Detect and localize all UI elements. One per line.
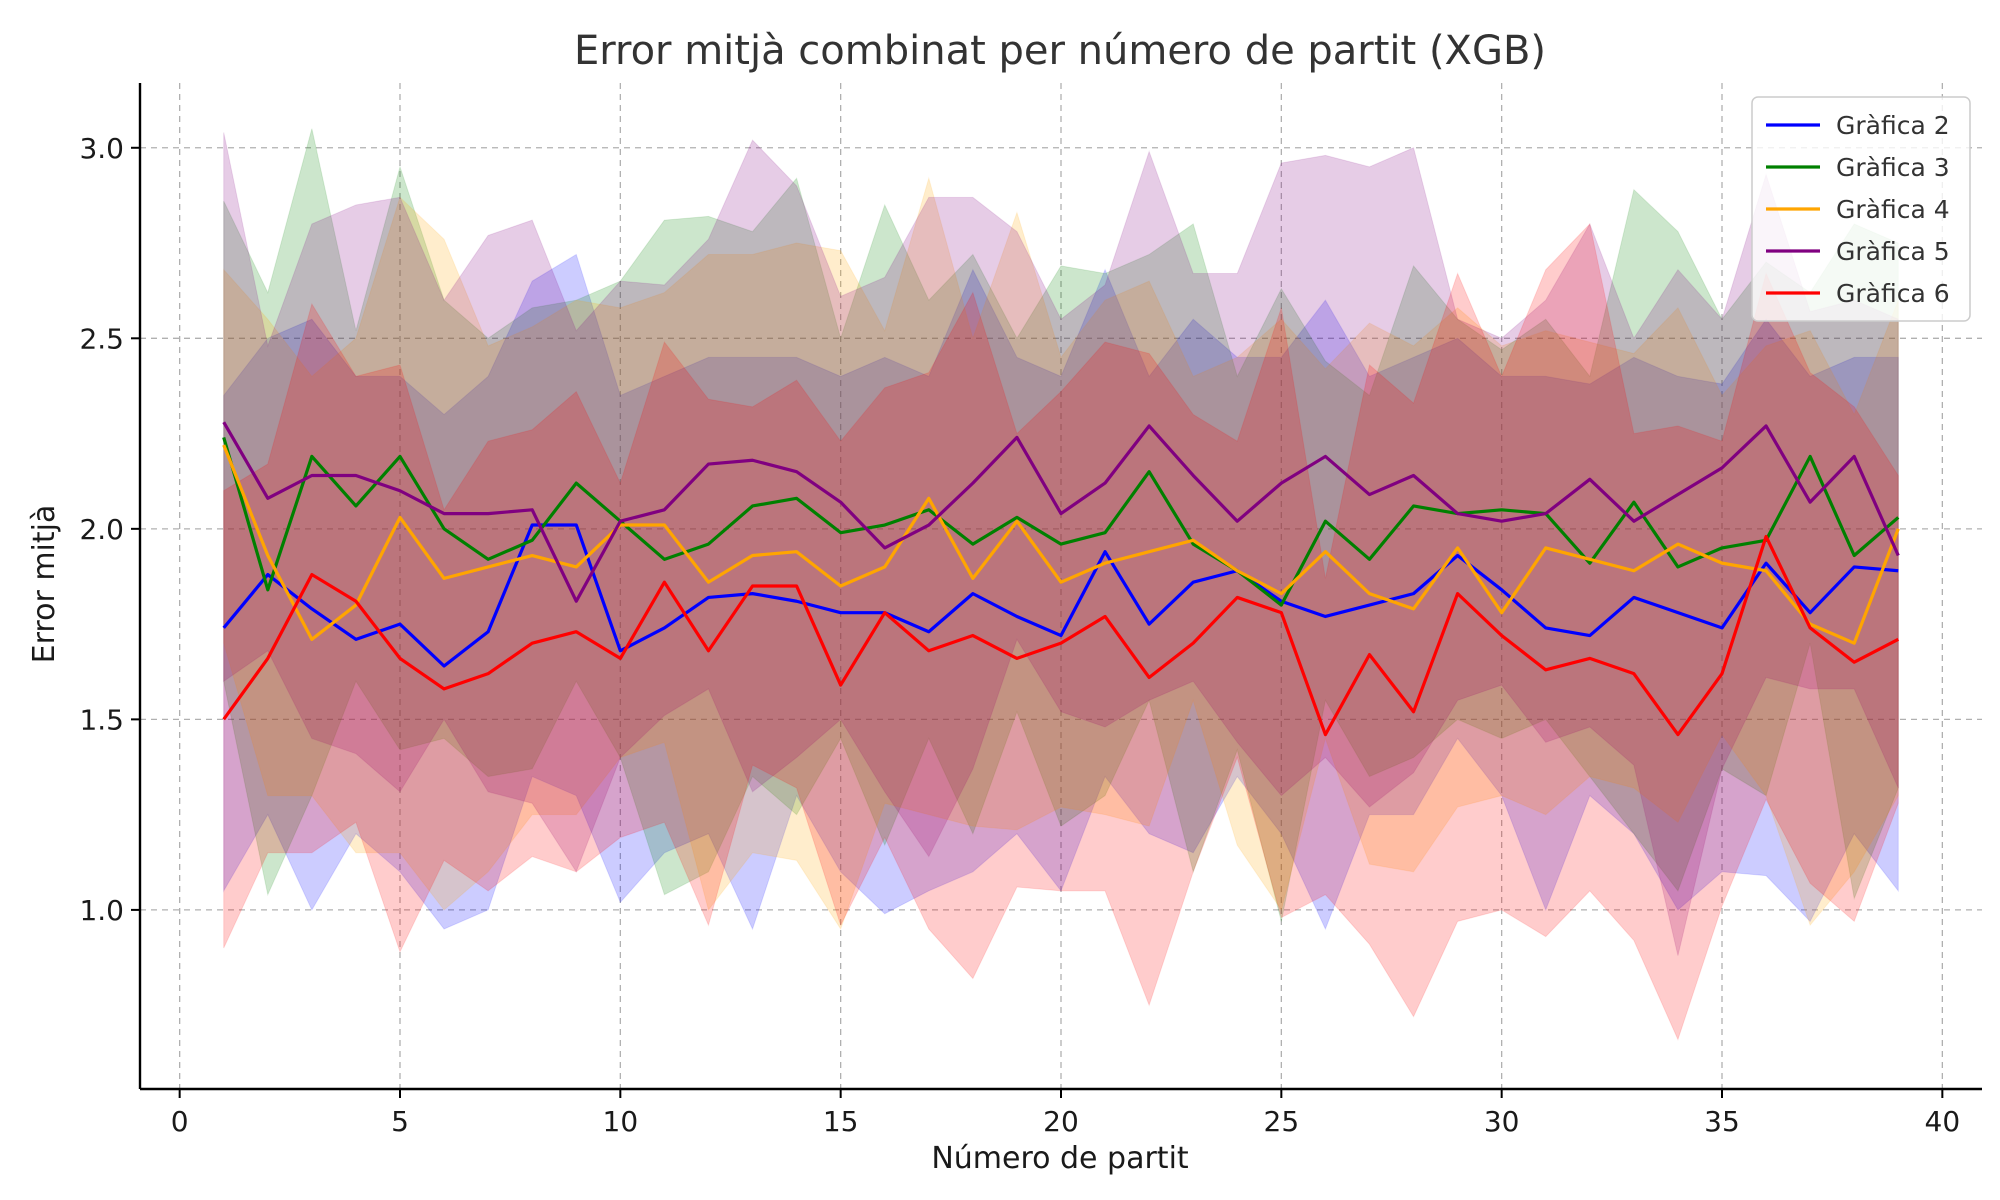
band-series-3 (223, 176, 1899, 931)
legend: Gràfica 2 Gràfica 3 Gràfica 4 Gràfica 5 Gràf… (1751, 96, 1971, 322)
x-tick-label-0: 0 (171, 1105, 189, 1138)
confidence-bands (223, 128, 1899, 1041)
x-tick-label-5: 25 (1264, 1105, 1300, 1138)
line-series-4 (222, 421, 1900, 603)
x-tick-label-2: 10 (603, 1105, 639, 1138)
legend-label-3: Gràfica 4 (1836, 195, 1950, 224)
x-tick-label-1: 5 (391, 1105, 409, 1138)
tick-labels: 0 5 10 15 20 25 30 35 40 1.0 1.5 2.0 2.5 3.0 (79, 132, 1960, 1138)
y-tick-label-2: 2.0 (79, 513, 124, 546)
x-tick-label-8: 40 (1925, 1105, 1961, 1138)
legend-label-1: Gràfica 2 (1836, 111, 1950, 140)
y-tick-label-1: 1.5 (79, 703, 124, 736)
y-tick-label-0: 1.0 (79, 894, 124, 927)
y-tick-label-3: 2.5 (79, 322, 124, 355)
band-series-2 (223, 128, 1899, 922)
band-series-1 (223, 253, 1899, 931)
x-axis-label: Número de partit (931, 1141, 1189, 1176)
y-axis-label: Error mitjà (27, 505, 62, 664)
legend-label-5: Gràfica 6 (1836, 279, 1950, 308)
line-series-2 (222, 436, 1900, 607)
line-series-1 (222, 523, 1899, 668)
x-tick-label-7: 35 (1704, 1105, 1740, 1138)
legend-box (1751, 96, 1971, 322)
chart-title: Error mitjà combinat per número de parti… (574, 28, 1546, 74)
series-lines (222, 421, 1900, 737)
band-series-5 (223, 222, 1899, 1041)
x-tick-label-4: 20 (1043, 1105, 1079, 1138)
line-series-5 (222, 534, 1900, 737)
line-series-3 (222, 444, 1900, 645)
legend-label-2: Gràfica 3 (1836, 153, 1950, 182)
x-tick-label-6: 30 (1484, 1105, 1520, 1138)
y-tick-label-4: 3.0 (79, 132, 124, 165)
x-tick-label-3: 15 (823, 1105, 859, 1138)
legend-label-4: Gràfica 5 (1836, 237, 1950, 266)
